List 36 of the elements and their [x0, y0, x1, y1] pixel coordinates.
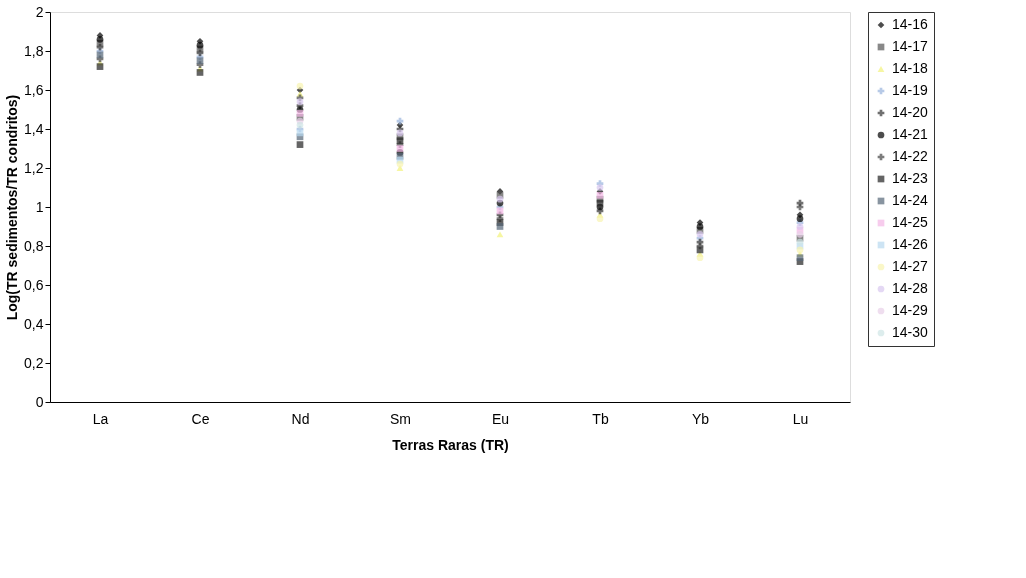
y-tick-label: 0,6: [24, 276, 44, 293]
legend-label: 14-24: [892, 192, 929, 208]
legend-label: 14-20: [892, 104, 929, 120]
x-tick-label: Ce: [191, 410, 210, 427]
x-axis-title: Terras Raras (TR): [392, 436, 509, 453]
legend-label: 14-19: [892, 82, 929, 98]
legend-label: 14-23: [892, 170, 929, 186]
y-tick-label: 1,4: [24, 120, 44, 137]
x-tick-label: Nd: [291, 410, 310, 427]
y-tick-label: 0,2: [24, 354, 44, 371]
legend-label: 14-29: [892, 302, 929, 318]
x-tick-label: Lu: [792, 410, 809, 427]
legend-label: 14-16: [892, 16, 929, 32]
legend-label: 14-30: [892, 324, 929, 340]
legend-label: 14-28: [892, 280, 929, 296]
x-tick-label: Yb: [691, 410, 710, 427]
x-tick-label: La: [92, 410, 109, 427]
x-tick-label: Tb: [592, 410, 609, 427]
y-tick-label: 0: [35, 393, 44, 410]
y-axis-title: Log(TR sedimentos/TR condritos): [4, 94, 21, 321]
y-tick-label: 1: [35, 198, 44, 215]
y-tick-label: 1,2: [24, 159, 44, 176]
legend-label: 14-17: [892, 38, 929, 54]
legend-label: 14-25: [892, 214, 929, 230]
y-tick-label: 1,6: [24, 81, 44, 98]
y-tick-label: 2: [35, 3, 44, 20]
legend-label: 14-21: [892, 126, 929, 142]
legend-label: 14-18: [892, 60, 929, 76]
x-tick-label: Eu: [491, 410, 510, 427]
y-tick-label: 1,8: [24, 42, 44, 59]
legend-label: 14-26: [892, 236, 929, 252]
x-tick-label: Sm: [390, 410, 411, 427]
y-tick-label: 0,4: [24, 315, 44, 332]
legend-label: 14-22: [892, 148, 929, 164]
y-tick-label: 0,8: [24, 237, 44, 254]
legend-label: 14-27: [892, 258, 929, 274]
